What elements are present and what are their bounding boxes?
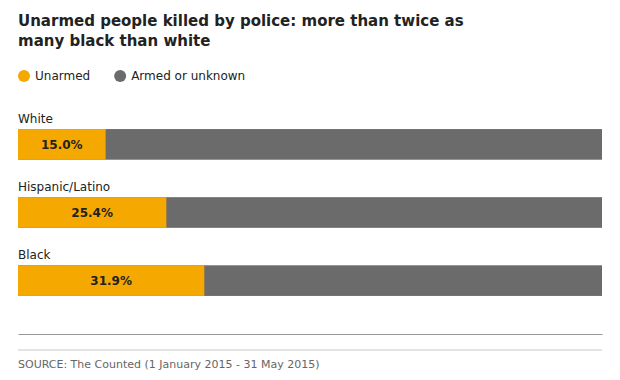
bar (18, 197, 602, 228)
bar (18, 265, 602, 296)
category-label: White (18, 112, 53, 126)
data-label: 15.0% (41, 138, 83, 152)
labels: 15.0% 25.4% 31.9% White Hispanic/Latino Black (18, 112, 132, 288)
separator (18, 350, 602, 351)
data-label: 31.9% (90, 274, 132, 288)
bars (18, 129, 602, 296)
bar (18, 129, 602, 160)
category-label: Black (18, 248, 51, 262)
legend-swatch (114, 70, 126, 82)
bar (18, 197, 166, 228)
x-axis-line (19, 334, 603, 335)
bar (18, 265, 204, 296)
legend-label: Armed or unknown (131, 69, 245, 83)
category-label: Hispanic/Latino (18, 180, 110, 194)
title: many black than white (18, 32, 210, 50)
title: Unarmed people killed by police: more th… (18, 12, 464, 30)
chart: Unarmed people killed by police: more th… (0, 0, 620, 380)
legend-label: Unarmed (35, 69, 90, 83)
x-axis (19, 334, 603, 335)
legend: Unarmed Armed or unknown (18, 69, 245, 83)
legend-item: Unarmed (18, 69, 90, 83)
legend-swatch (18, 70, 30, 82)
legend-item: Armed or unknown (114, 69, 245, 83)
data-label: 25.4% (71, 206, 113, 220)
source: SOURCE: The Counted (1 January 2015 - 31… (18, 358, 319, 371)
bar (18, 129, 106, 160)
